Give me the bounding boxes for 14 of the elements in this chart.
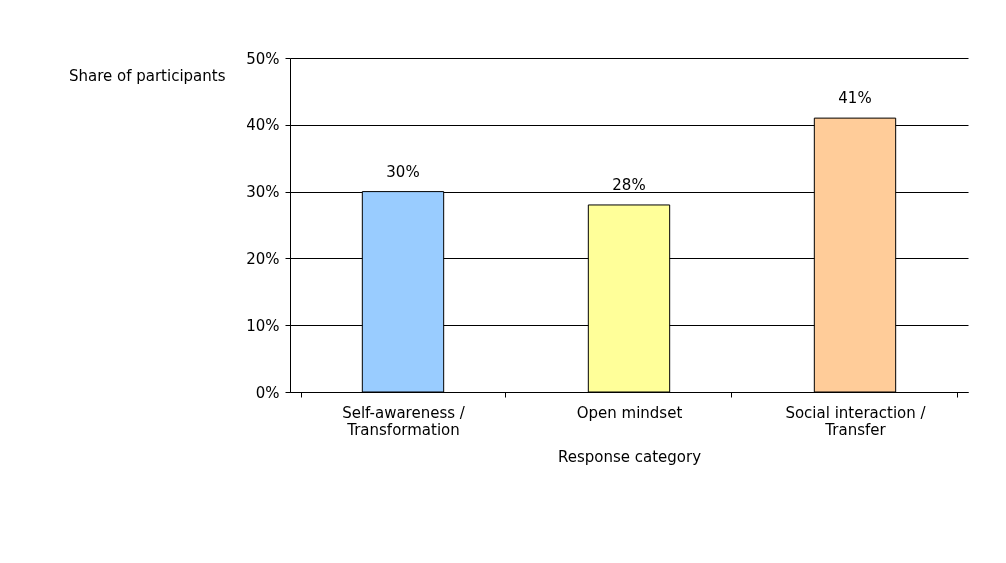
y-tick-label: 40%: [246, 116, 280, 135]
data-label: 41%: [838, 89, 872, 108]
x-tick-label: Self-awareness / Transformation: [342, 403, 466, 439]
y-axis-title: Share of participants: [68, 66, 226, 85]
x-tick-label: Social interaction / Transfer: [785, 403, 927, 439]
data-label: 30%: [386, 162, 420, 181]
y-tick-label: 20%: [246, 249, 280, 268]
y-tick-label: 30%: [246, 183, 280, 202]
data-label: 28%: [612, 175, 646, 194]
x-tick-label: Open mindset: [576, 403, 683, 422]
y-tick-label: 0%: [255, 383, 280, 402]
y-tick-label: 10%: [246, 316, 280, 335]
x-axis-title: Response category: [557, 447, 702, 466]
y-tick-label: 50%: [246, 49, 280, 68]
